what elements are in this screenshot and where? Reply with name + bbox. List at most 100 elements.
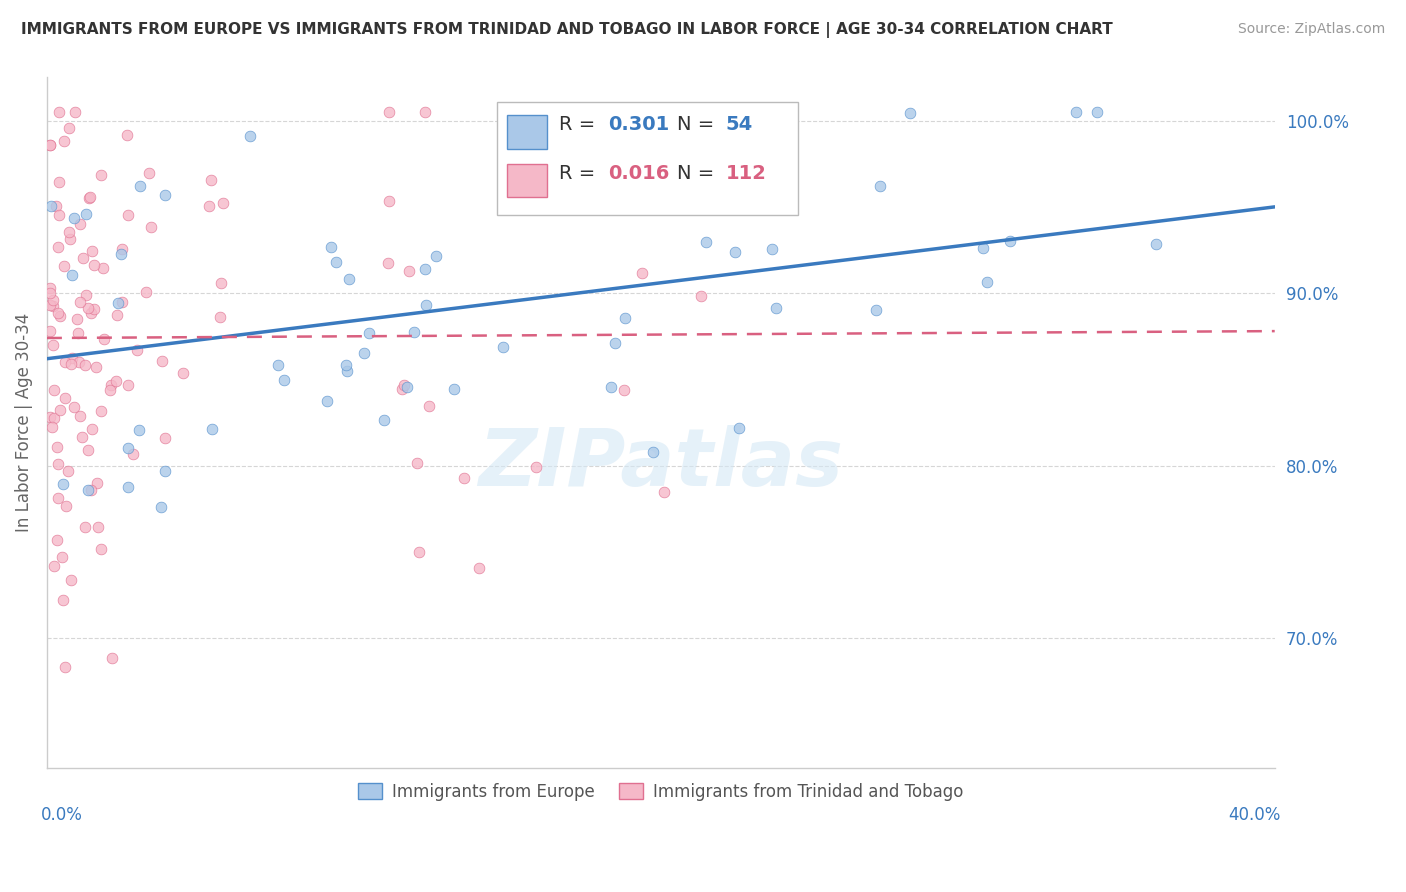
Point [336,364,359,378]
Point [65,312,87,326]
Point [972,241,994,255]
Point [761,242,783,256]
Text: N =: N = [676,115,714,135]
Point [723,245,745,260]
Point [90,404,112,418]
Text: Source: ZipAtlas.com: Source: ZipAtlas.com [1237,22,1385,37]
Point [39,298,62,312]
Point [62,351,84,366]
Text: 112: 112 [725,164,766,183]
Point [107,295,129,310]
Point [443,382,465,396]
Point [105,308,128,322]
Point [93,332,115,346]
Point [405,456,427,470]
Point [117,442,139,456]
Point [122,447,145,461]
Point [39,137,62,152]
Point [402,326,425,340]
Point [603,335,626,350]
Point [46,533,69,547]
Legend: Immigrants from Europe, Immigrants from Trinidad and Tobago: Immigrants from Europe, Immigrants from … [352,776,970,807]
Point [39,138,62,153]
Point [239,128,262,143]
Point [90,168,112,182]
Point [83,301,105,316]
Point [139,219,162,234]
Point [1144,236,1167,251]
Point [353,345,375,359]
Point [48,208,70,222]
Point [135,285,157,300]
Point [765,301,787,315]
Text: R =: R = [560,164,595,183]
Point [105,374,128,388]
Text: IMMIGRANTS FROM EUROPE VS IMMIGRANTS FROM TRINIDAD AND TOBAGO IN LABOR FORCE | A: IMMIGRANTS FROM EUROPE VS IMMIGRANTS FRO… [21,22,1112,38]
Point [392,378,415,392]
Point [654,485,676,500]
Point [690,289,713,303]
Point [58,120,80,135]
Point [53,660,76,674]
Point [80,483,103,498]
Point [59,574,82,588]
Point [425,249,447,263]
Point [98,383,121,397]
Point [53,355,76,369]
Point [39,325,62,339]
Point [58,464,80,478]
Point [266,358,288,372]
Point [63,400,86,414]
Point [39,410,62,425]
Point [468,561,491,575]
Y-axis label: In Labor Force | Age 30-34: In Labor Force | Age 30-34 [15,313,32,533]
Point [491,340,513,354]
Point [418,400,440,414]
Point [373,412,395,426]
Point [69,217,91,231]
Point [60,268,83,282]
Point [998,234,1021,248]
Point [75,520,97,534]
Point [377,255,399,269]
Point [337,272,360,286]
Point [52,593,75,607]
Point [46,306,69,320]
Point [42,559,65,574]
Point [117,208,139,222]
Point [335,359,357,373]
Point [41,299,63,313]
Point [865,303,887,318]
Point [643,445,665,459]
Point [41,419,63,434]
Point [48,403,70,417]
Point [52,477,75,491]
Point [55,499,77,513]
Point [613,384,636,398]
Point [391,382,413,396]
Point [155,465,177,479]
Point [48,105,70,120]
Point [111,295,134,310]
Point [115,128,138,142]
Point [110,247,132,261]
Point [1064,105,1087,120]
Point [727,421,749,435]
Point [101,651,124,665]
Point [90,541,112,556]
Point [128,424,150,438]
Point [58,225,80,239]
Point [76,483,98,498]
Point [150,500,173,514]
Point [415,298,437,312]
Point [52,134,75,148]
Point [79,191,101,205]
Text: 0.0%: 0.0% [41,805,83,823]
Point [84,359,107,374]
Point [325,255,347,269]
Point [731,194,754,208]
Point [212,196,235,211]
Point [48,457,70,471]
Text: N =: N = [676,164,714,183]
Point [153,431,176,445]
